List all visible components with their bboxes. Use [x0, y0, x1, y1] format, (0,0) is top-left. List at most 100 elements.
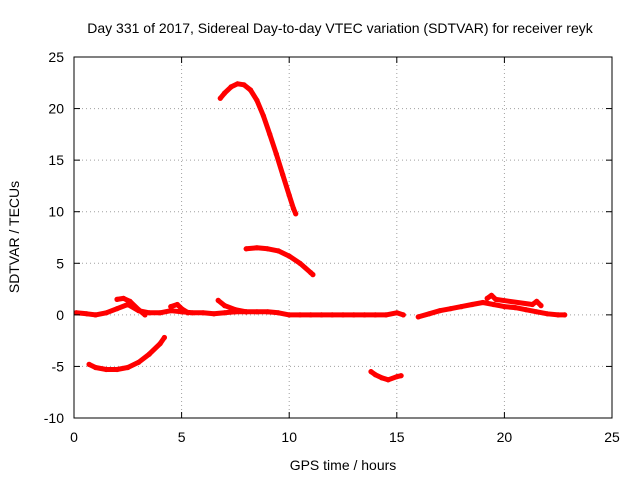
data-point	[290, 206, 297, 212]
data-point	[103, 366, 109, 373]
series-arc-bump-mid	[168, 302, 191, 316]
data-point	[174, 301, 180, 308]
data-point	[544, 311, 551, 317]
data-point	[247, 87, 254, 93]
data-point	[254, 245, 260, 251]
chart-title: Day 331 of 2017, Sidereal Day-to-day VTE…	[87, 20, 593, 36]
data-point	[217, 95, 223, 101]
data-point	[114, 306, 120, 312]
series-arc-bump-late	[215, 297, 249, 315]
y-tick-label: 10	[48, 204, 64, 220]
data-point	[179, 306, 185, 312]
y-tick-label: -5	[52, 358, 65, 374]
y-tick-label: -10	[44, 410, 64, 426]
data-point	[243, 309, 249, 315]
data-point	[136, 359, 142, 365]
x-tick-label: 25	[604, 429, 620, 445]
data-point	[318, 312, 325, 318]
data-point	[493, 296, 499, 302]
data-point	[562, 312, 568, 318]
data-point	[125, 364, 131, 371]
data-point	[260, 113, 266, 119]
data-point	[92, 364, 99, 371]
x-tick-label: 10	[281, 429, 297, 445]
series-arc-peak	[217, 81, 299, 217]
x-axis-label: GPS time / hours	[290, 457, 397, 473]
data-point	[488, 292, 495, 298]
data-point	[161, 334, 167, 341]
data-point	[534, 298, 540, 304]
data-point	[120, 295, 127, 301]
data-point	[189, 310, 195, 316]
data-point	[426, 311, 432, 317]
data-point	[265, 246, 271, 252]
data-point	[222, 90, 228, 96]
data-point	[84, 311, 90, 317]
data-point	[73, 310, 79, 316]
data-point	[146, 310, 152, 316]
data-point	[394, 374, 400, 380]
data-point	[361, 312, 368, 318]
axis-ticks: 0 5 10 15 20 25 -10 -5 0 5 10 15 20 25	[44, 49, 620, 445]
data-point	[265, 309, 271, 315]
data-point	[400, 312, 406, 318]
data-point	[538, 303, 544, 309]
plot-frame	[73, 56, 613, 419]
x-tick-label: 15	[389, 429, 405, 445]
data-point	[168, 304, 174, 310]
data-point	[241, 82, 247, 88]
data-point	[157, 310, 163, 316]
data-point	[254, 309, 260, 315]
data-point	[286, 312, 292, 318]
data-point	[385, 377, 391, 383]
data-point	[127, 298, 133, 304]
data-point	[235, 81, 241, 87]
data-point	[308, 312, 314, 318]
y-tick-label: 0	[56, 307, 64, 323]
data-point	[523, 307, 529, 313]
data-point	[168, 308, 174, 314]
data-point	[340, 312, 346, 318]
data-point	[243, 246, 249, 252]
data-point	[142, 312, 148, 318]
data-point	[529, 301, 536, 308]
data-point	[286, 253, 292, 259]
data-point	[310, 272, 316, 278]
data-point	[437, 308, 443, 314]
series-arc-negative-left	[86, 335, 167, 372]
data-point	[372, 312, 378, 318]
data-point	[157, 341, 163, 347]
data-point	[484, 295, 490, 301]
x-tick-label: 20	[497, 429, 513, 445]
data-point	[185, 310, 191, 316]
data-point	[222, 303, 228, 309]
data-point	[275, 248, 281, 254]
data-point	[228, 84, 234, 90]
data-point	[398, 373, 404, 379]
data-point	[103, 310, 109, 316]
y-tick-label: 25	[48, 49, 64, 65]
x-tick-label: 5	[178, 429, 186, 445]
data-point	[114, 366, 120, 373]
data-point	[114, 296, 120, 302]
data-point	[368, 369, 374, 375]
data-point	[480, 299, 486, 306]
data-point	[555, 312, 561, 318]
x-tick-label: 0	[70, 429, 78, 445]
data-point	[146, 351, 152, 357]
data-point	[491, 301, 497, 308]
data-point	[275, 310, 281, 316]
data-point	[501, 304, 507, 310]
data-point	[273, 151, 279, 157]
gridlines	[74, 57, 612, 418]
data-point	[372, 372, 378, 378]
data-point	[215, 297, 221, 303]
data-point	[351, 312, 357, 318]
y-tick-label: 20	[48, 101, 64, 117]
data-point	[286, 192, 292, 198]
data-point	[383, 312, 389, 318]
data-point	[458, 304, 464, 310]
data-point	[254, 97, 260, 103]
data-point	[415, 314, 421, 320]
